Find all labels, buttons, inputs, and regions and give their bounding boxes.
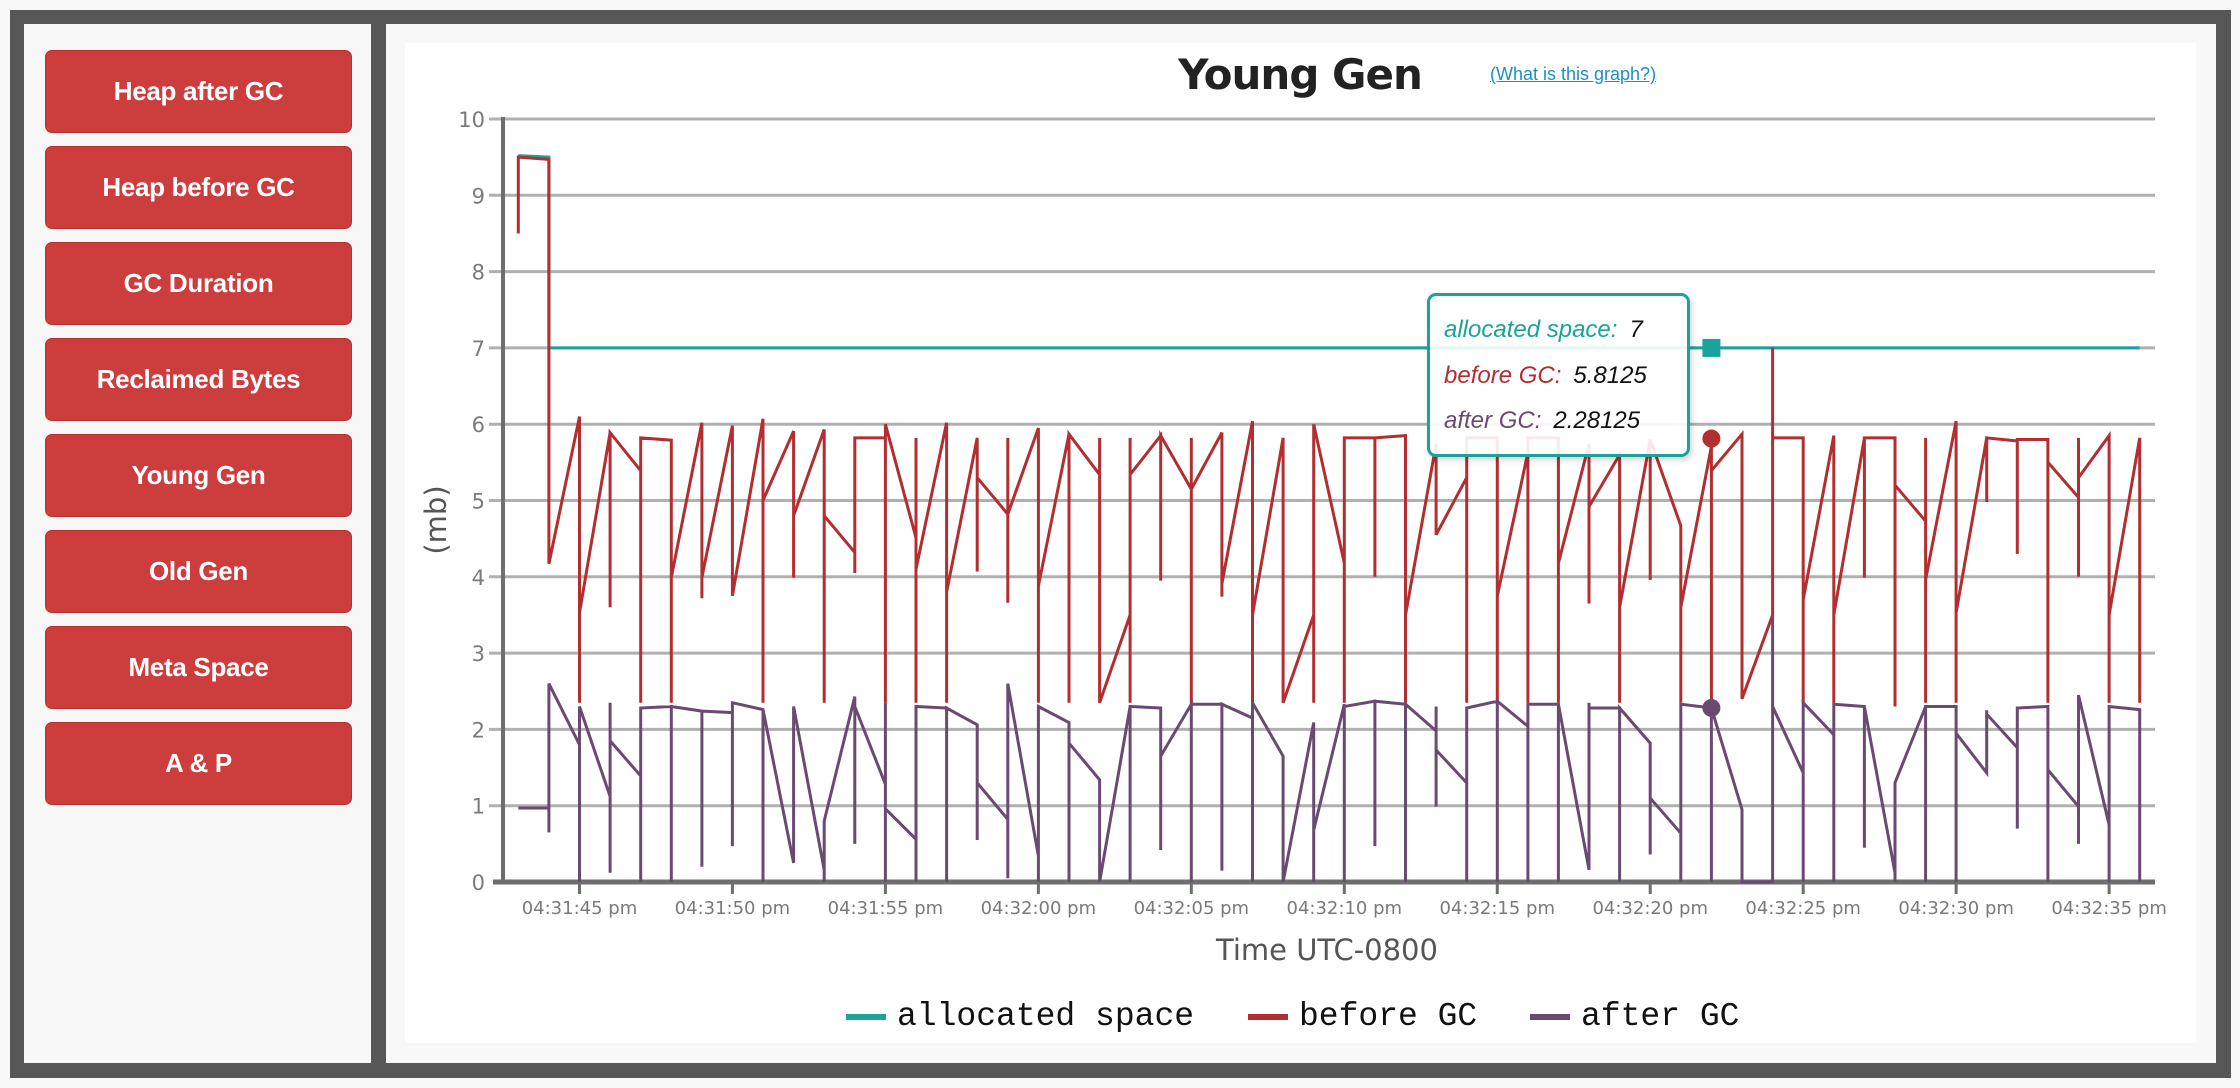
y-axis-title: (mb) [419,485,453,554]
heap-after-gc-button[interactable]: Heap after GC [45,50,352,133]
tooltip-value: 7 [1629,316,1643,343]
legend-label: allocated space [897,998,1195,1035]
tooltip-label: before GC: [1444,362,1562,389]
chart-card [405,43,2196,1043]
y-tick-label: 0 [472,871,485,895]
tooltip-label: after GC: [1444,407,1542,434]
legend-label: before GC [1299,998,1478,1035]
heap-before-gc-button[interactable]: Heap before GC [45,146,352,229]
tooltip-value: 5.8125 [1573,362,1647,389]
y-tick-label: 3 [472,642,485,666]
hover-marker-before [1702,429,1721,448]
hover-marker-allocated [1702,338,1721,357]
tooltip-value: 2.28125 [1553,407,1641,434]
x-tick-label: 04:32:20 pm [1592,898,1708,919]
legend-item-before-gc[interactable]: before GC [1248,998,1477,1035]
tooltip-row-after: after GC: 2.28125 [1444,407,1640,435]
tooltip-row-before: before GC: 5.8125 [1444,362,1647,390]
reclaimed-bytes-button[interactable]: Reclaimed Bytes [45,338,352,421]
x-tick-label: 04:32:35 pm [2051,898,2167,919]
x-tick-label: 04:31:50 pm [675,898,791,919]
legend-swatch [1530,1013,1570,1020]
y-tick-label: 7 [472,337,485,361]
old-gen-button[interactable]: Old Gen [45,530,352,613]
series-line-allocated-space [518,154,2140,350]
tooltip-row-allocated: allocated space: 7 [1444,316,1643,344]
x-tick-label: 04:32:25 pm [1745,898,1861,919]
y-tick-label: 10 [458,108,485,132]
gc-duration-button[interactable]: GC Duration [45,242,352,325]
hover-marker-after [1702,698,1721,717]
legend-item-allocated-space[interactable]: allocated space [846,998,1194,1035]
a-and-p-button[interactable]: A & P [45,722,352,805]
tooltip-label: allocated space: [1444,316,1618,343]
series-line-before-gc [516,155,2142,707]
chart-legend: allocated space before GC after GC [0,998,2240,1048]
x-tick-label: 04:32:10 pm [1287,898,1403,919]
x-axis-title: Time UTC-0800 [1215,933,1438,967]
x-tick-label: 04:32:05 pm [1134,898,1250,919]
x-tick-label: 04:32:15 pm [1439,898,1555,919]
legend-swatch [1248,1013,1288,1020]
x-tick-label: 04:31:45 pm [522,898,638,919]
legend-swatch [846,1013,886,1020]
legend-label: after GC [1581,998,1740,1035]
x-tick-label: 04:31:55 pm [828,898,944,919]
x-tick-label: 04:32:00 pm [981,898,1097,919]
series-line-after-gc [518,615,2142,884]
y-tick-label: 6 [472,413,485,437]
y-tick-label: 8 [472,261,485,285]
y-tick-label: 4 [472,566,485,590]
y-tick-label: 5 [472,490,485,514]
young-gen-button[interactable]: Young Gen [45,434,352,517]
legend-item-after-gc[interactable]: after GC [1530,998,1739,1035]
y-tick-label: 2 [472,718,485,742]
x-tick-label: 04:32:30 pm [1898,898,2014,919]
y-tick-label: 1 [472,795,485,819]
chart-title: Young Gen [1178,50,1423,99]
tooltip: allocated space: 7 before GC: 5.8125 after… [1427,293,1690,457]
y-tick-label: 9 [472,184,485,208]
meta-space-button[interactable]: Meta Space [45,626,352,709]
what-is-this-graph-link[interactable]: (What is this graph?) [1490,64,1657,84]
